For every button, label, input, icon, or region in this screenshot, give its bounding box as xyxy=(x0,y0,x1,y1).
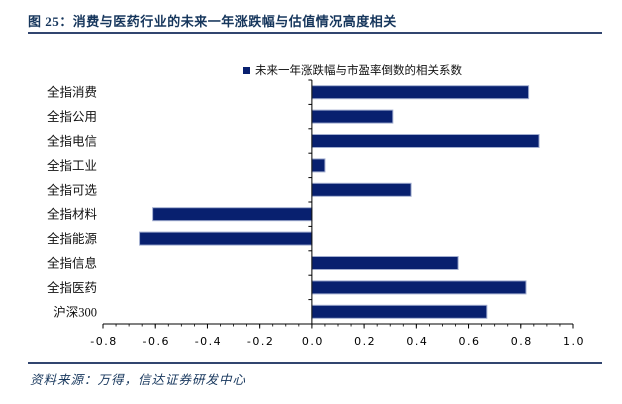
x-tick-label: -0.2 xyxy=(247,335,274,348)
footer-divider xyxy=(28,362,602,364)
x-tick-label: -0.6 xyxy=(142,335,169,348)
x-tick-label: -0.4 xyxy=(195,335,222,348)
x-tick-label: 0.2 xyxy=(354,335,376,348)
category-label: 全指可选 xyxy=(47,182,98,197)
bar-全指能源 xyxy=(139,231,313,246)
category-label: 全指能源 xyxy=(47,231,98,246)
source-note: 资料来源：万得，信达证券研发中心 xyxy=(30,373,247,387)
category-label: 全指信息 xyxy=(47,256,97,271)
category-label: 全指材料 xyxy=(47,207,98,222)
category-label: 全指工业 xyxy=(47,158,97,173)
bar-全指医药 xyxy=(311,280,527,295)
x-tick-label: 0.4 xyxy=(406,335,428,348)
legend-swatch-icon xyxy=(243,66,250,74)
category-label: 全指电信 xyxy=(47,134,97,149)
x-tick-label: 0.6 xyxy=(459,335,481,348)
bar-全指公用 xyxy=(311,109,394,124)
x-tick-label: -0.8 xyxy=(90,335,117,348)
bar-沪深300 xyxy=(311,304,488,319)
category-label: 全指消费 xyxy=(47,85,97,100)
bar-全指消费 xyxy=(311,85,530,100)
figure-title: 图 25：消费与医药行业的未来一年涨跌幅与估值情况高度相关 xyxy=(28,14,397,29)
x-tick-label: 0.8 xyxy=(511,335,533,348)
bar-全指工业 xyxy=(311,158,326,173)
bar-全指可选 xyxy=(311,182,412,197)
x-tick-label: 1.0 xyxy=(563,335,585,348)
category-label: 全指医药 xyxy=(47,280,97,295)
bar-全指信息 xyxy=(311,256,459,270)
legend-label: 未来一年涨跌幅与市盈率倒数的相关系数 xyxy=(255,65,462,77)
bar-全指电信 xyxy=(311,134,540,148)
chart-legend: 未来一年涨跌幅与市盈率倒数的相关系数 xyxy=(243,62,462,78)
x-tick-label: 0.0 xyxy=(302,335,324,348)
title-divider xyxy=(28,32,602,34)
category-label: 全指公用 xyxy=(47,109,97,124)
bar-全指材料 xyxy=(152,207,313,222)
category-label: 沪深300 xyxy=(53,305,97,319)
